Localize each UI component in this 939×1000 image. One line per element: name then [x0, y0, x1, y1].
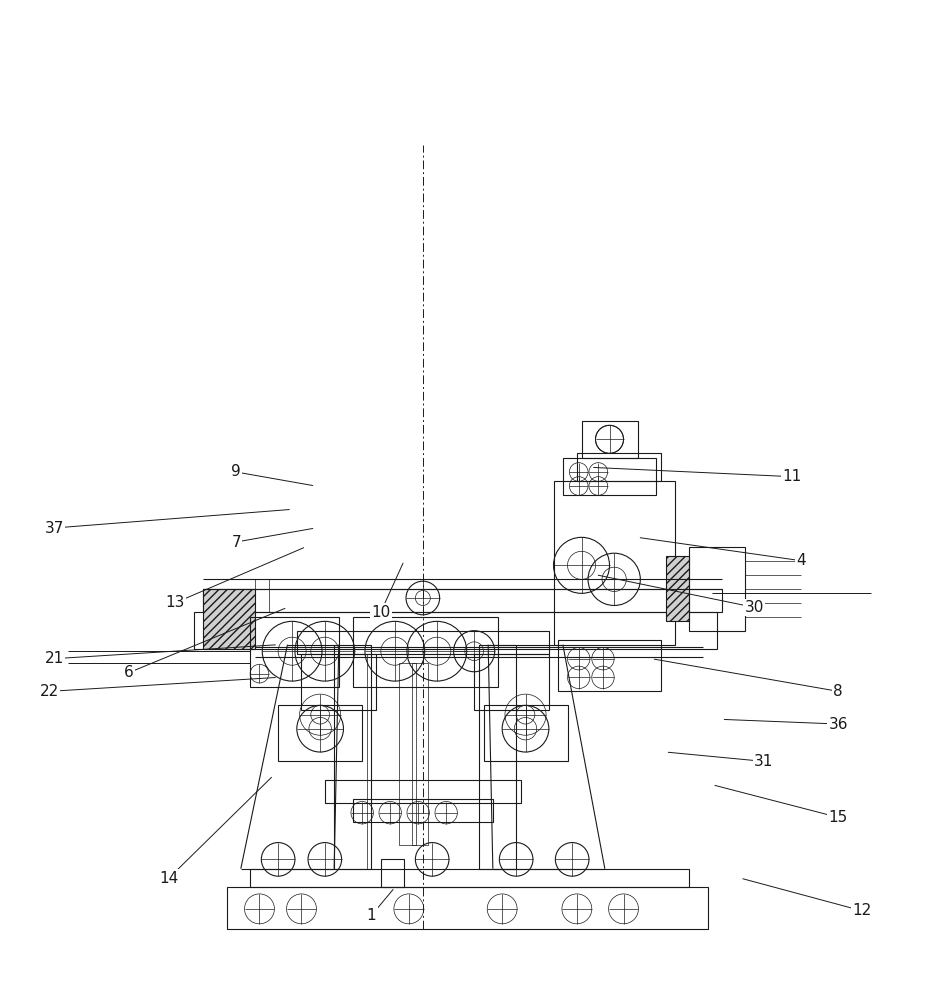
Bar — [250, 869, 689, 887]
Bar — [479, 645, 516, 869]
Text: 15: 15 — [828, 810, 848, 825]
Bar — [254, 579, 269, 612]
Text: 9: 9 — [231, 464, 241, 479]
Bar — [297, 631, 548, 654]
Bar — [411, 663, 428, 845]
Bar — [194, 612, 716, 649]
Text: 1: 1 — [366, 908, 377, 923]
Bar — [577, 453, 661, 481]
Bar — [250, 617, 339, 687]
Bar — [227, 887, 707, 929]
Bar — [474, 654, 548, 710]
Bar — [581, 421, 638, 458]
Text: 7: 7 — [231, 535, 241, 550]
Bar — [558, 640, 661, 691]
Bar — [367, 654, 479, 869]
Text: 14: 14 — [160, 871, 178, 886]
Bar — [689, 547, 745, 631]
Bar — [484, 705, 567, 761]
Text: 30: 30 — [745, 600, 764, 615]
Bar — [353, 799, 493, 822]
Bar — [399, 663, 416, 845]
Bar — [562, 458, 656, 495]
Bar — [325, 780, 521, 803]
Text: 21: 21 — [44, 651, 64, 666]
Text: 37: 37 — [44, 521, 64, 536]
Text: 11: 11 — [782, 469, 801, 484]
Bar — [381, 859, 404, 887]
Text: 31: 31 — [754, 754, 773, 769]
Text: 13: 13 — [166, 595, 185, 610]
Text: 4: 4 — [796, 553, 806, 568]
Text: 8: 8 — [834, 684, 843, 699]
Text: 10: 10 — [371, 605, 391, 620]
Text: 12: 12 — [852, 903, 871, 918]
Bar — [666, 556, 689, 621]
Bar — [204, 589, 721, 612]
Text: 6: 6 — [124, 665, 133, 680]
Text: 36: 36 — [828, 717, 848, 732]
Text: 22: 22 — [39, 684, 59, 699]
Bar — [204, 589, 254, 649]
Bar — [301, 654, 377, 710]
Bar — [278, 705, 362, 761]
Bar — [553, 481, 675, 645]
Bar — [353, 617, 498, 687]
Bar — [334, 645, 372, 869]
